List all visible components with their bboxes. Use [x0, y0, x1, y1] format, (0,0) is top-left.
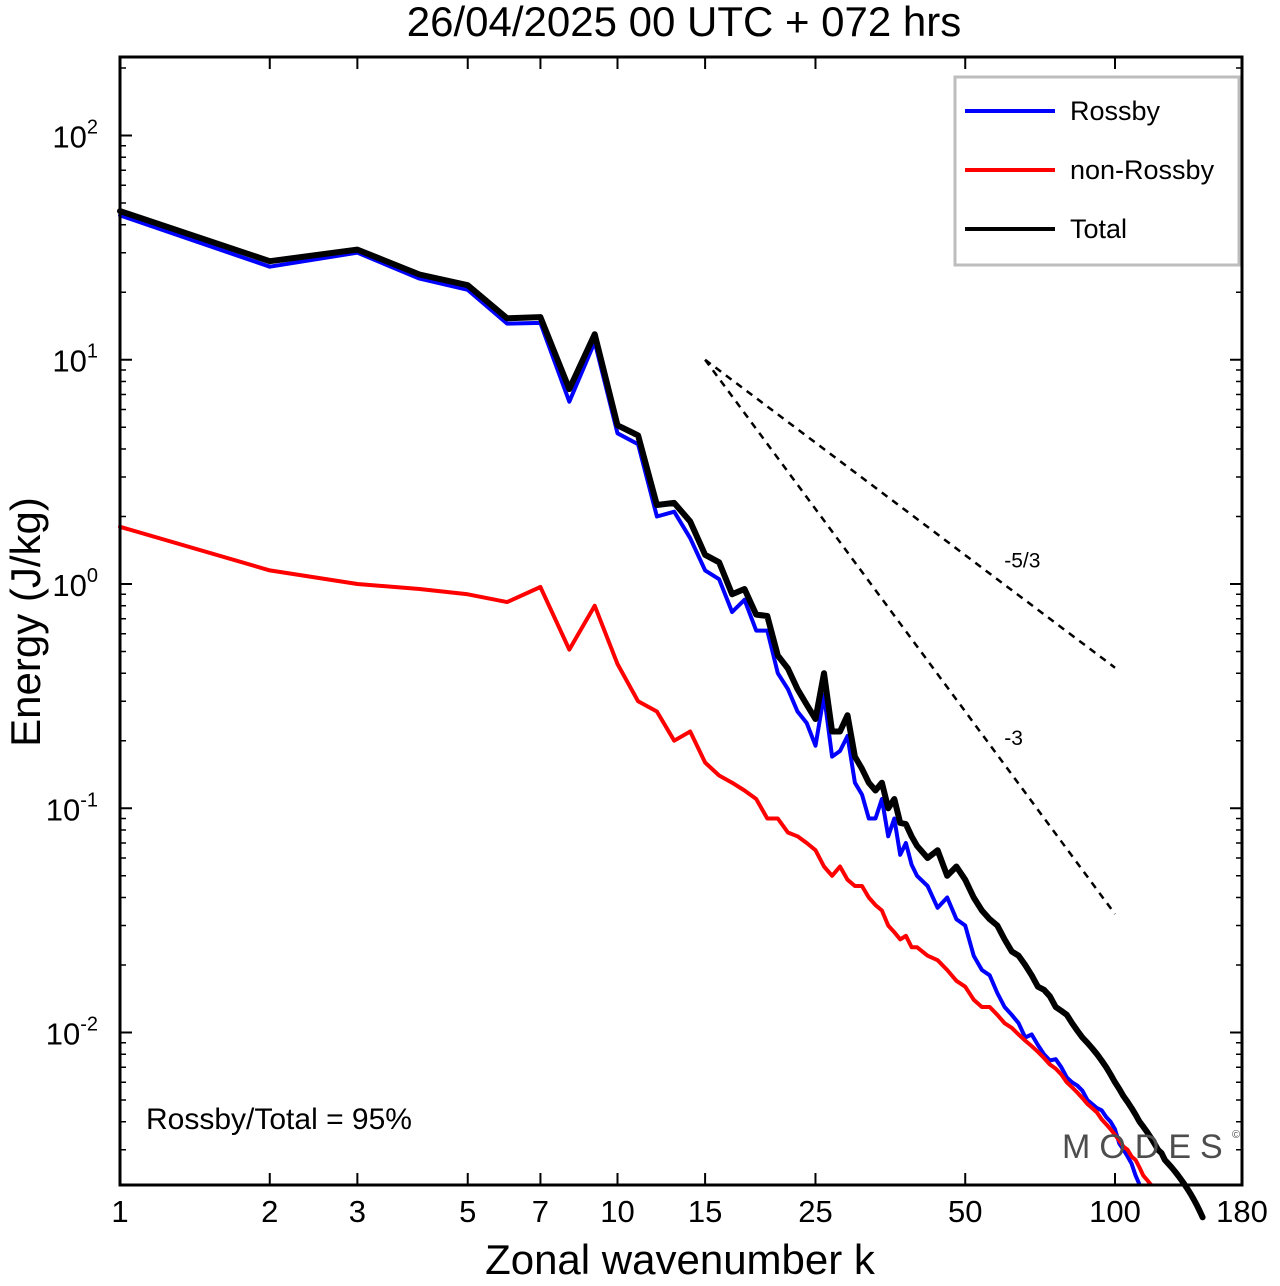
y-tick-label: 100 [52, 565, 98, 603]
plot-frame [118, 55, 1244, 1187]
series-line-non-rossby [118, 524, 1153, 1187]
x-tick-label: 180 [1216, 1194, 1268, 1229]
x-tick-label: 2 [261, 1194, 278, 1229]
y-tick-label: 10-1 [46, 789, 98, 827]
legend-label-non-rossby: non-Rossby [1070, 155, 1215, 185]
reference-slope-line [704, 359, 1117, 915]
reference-slopes: -5/3 -3 [704, 358, 1117, 915]
x-tick-label: 15 [688, 1194, 722, 1229]
legend-label-total: Total [1070, 214, 1127, 244]
modes-watermark: MODES [1062, 1128, 1232, 1166]
x-tick-label: 7 [532, 1194, 549, 1229]
reference-slope-label: -5/3 [1004, 549, 1040, 572]
chart-legend: Rossby non-Rossby Total [953, 75, 1241, 267]
x-tick-label: 25 [798, 1194, 832, 1229]
x-tick-label: 1 [111, 1194, 128, 1229]
series-line-total [117, 208, 1206, 1221]
y-tick-label: 101 [52, 341, 98, 379]
legend-label-rossby: Rossby [1070, 96, 1161, 126]
x-tick-label: 3 [349, 1194, 366, 1229]
x-tick-label: 5 [459, 1194, 476, 1229]
y-tick-label: 102 [52, 116, 98, 154]
x-axis-label: Zonal wavenumber k [485, 1236, 876, 1281]
y-axis-label: Energy (J/kg) [2, 497, 49, 747]
x-tick-label: 100 [1089, 1194, 1141, 1229]
chart-title: 26/04/2025 00 UTC + 072 hrs [407, 0, 962, 45]
x-tick-label: 50 [948, 1194, 982, 1229]
series-lines [117, 208, 1206, 1221]
copyright-mark: © [1232, 1129, 1240, 1141]
rossby-total-ratio: Rossby/Total = 95% [146, 1103, 412, 1136]
x-tick-label: 10 [600, 1194, 634, 1229]
reference-slope-label: -3 [1004, 727, 1023, 750]
series-line-rossby [118, 213, 1142, 1187]
y-tick-label: 10-2 [46, 1014, 98, 1052]
